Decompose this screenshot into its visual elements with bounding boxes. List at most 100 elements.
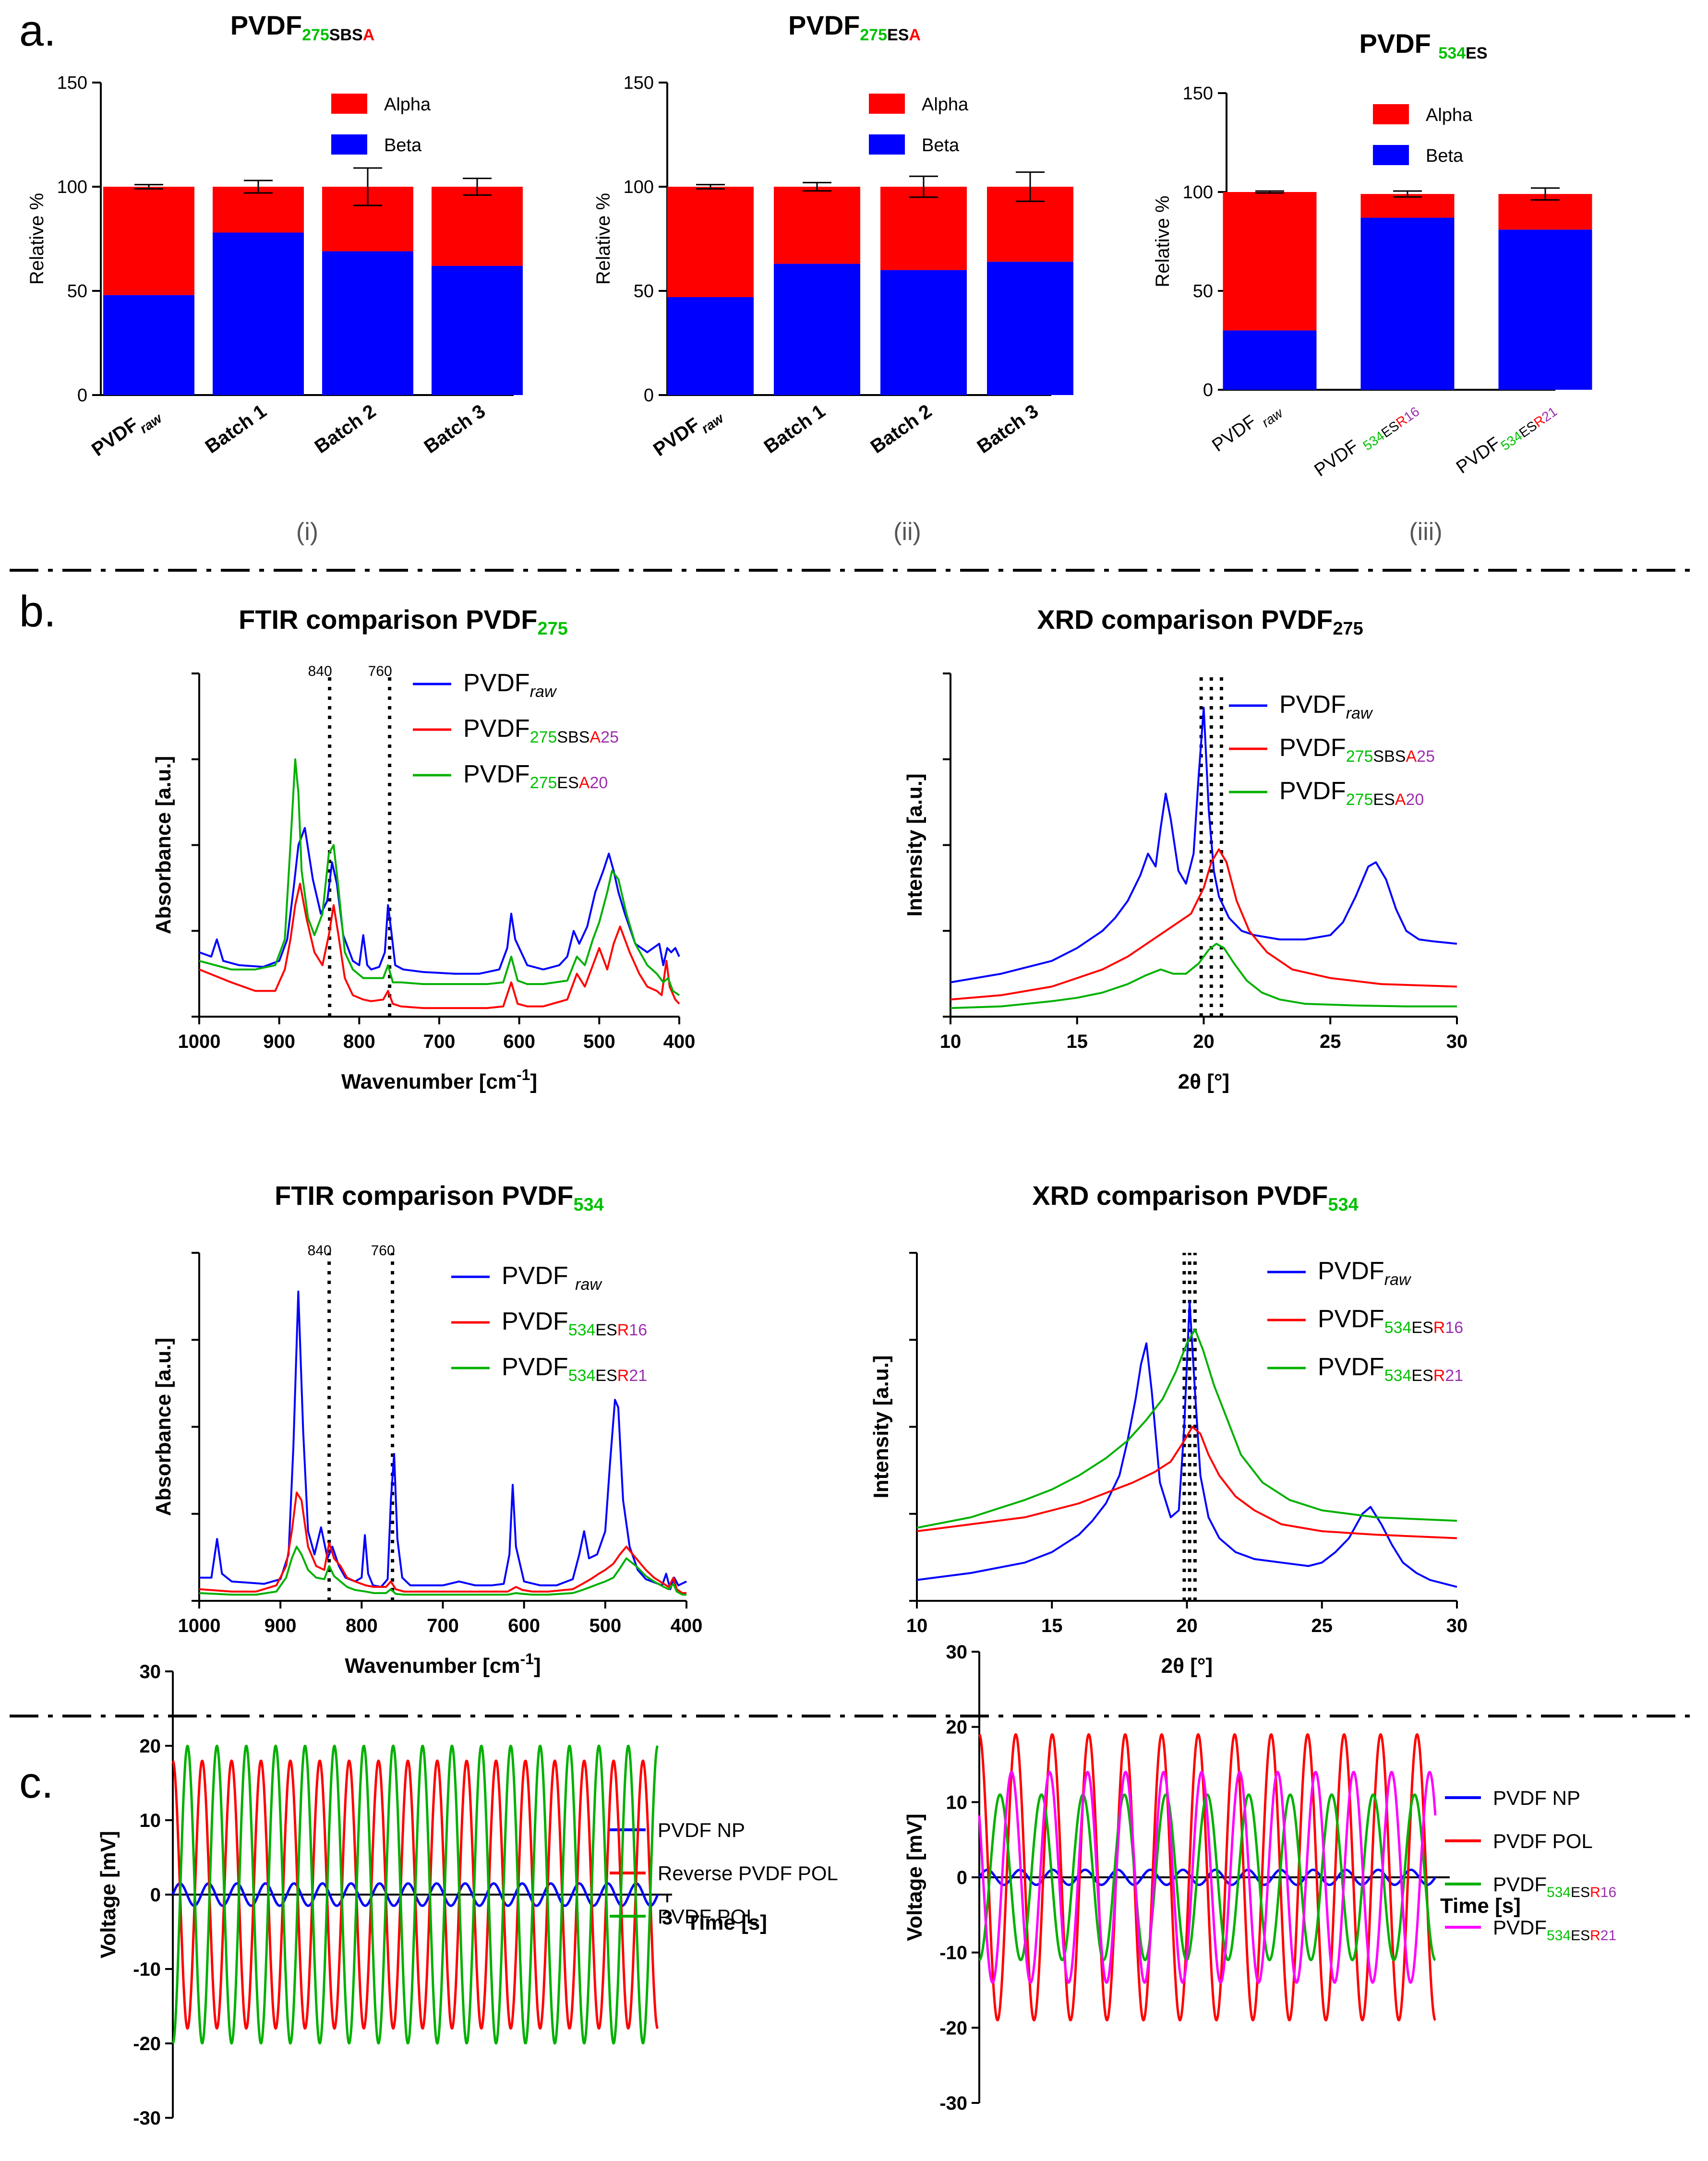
legend-label-main: PVDF xyxy=(502,1308,568,1335)
x-tick-label-main: Batch 3 xyxy=(974,400,1043,457)
x-tick-label-main: Batch 2 xyxy=(311,400,380,457)
y-axis-label: Relative % xyxy=(1152,195,1173,287)
panel-sublabel: (ii) xyxy=(893,518,921,546)
panel-sublabel: (i) xyxy=(296,518,318,546)
y-axis-label: Voltage [mV] xyxy=(903,1813,926,1941)
x-tick-label: 15 xyxy=(1041,1615,1063,1636)
y-axis-label: Intensity [a.u.] xyxy=(869,1355,893,1498)
legend-label-sub-3: 16 xyxy=(1445,1319,1463,1337)
legend-label-sub-0: raw xyxy=(575,1275,602,1294)
legend-label-sub-0: 534 xyxy=(1547,1885,1571,1900)
x-tick-label: 10 xyxy=(940,1031,962,1052)
chart-title-sub-2: A xyxy=(363,26,375,44)
legend-label-sub-3: 20 xyxy=(1406,791,1424,809)
x-tick-label: 900 xyxy=(263,1031,295,1052)
x-axis-label-end: ] xyxy=(534,1654,541,1678)
legend-label-sub-3: 25 xyxy=(601,728,619,746)
x-axis-label: Wavenumber [cm-1] xyxy=(345,1650,541,1678)
bar-alpha xyxy=(213,187,304,233)
legend-label: PVDFraw xyxy=(463,669,557,701)
x-tick-label: 700 xyxy=(423,1031,456,1052)
x-tick-label: 800 xyxy=(343,1031,375,1052)
y-tick-label: 0 xyxy=(77,385,87,406)
x-tick-label: PVDF 534ESR16 xyxy=(1311,396,1422,484)
x-tick-label: 700 xyxy=(427,1615,459,1636)
x-tick-label-sub: raw xyxy=(1259,405,1286,430)
y-tick-label: 20 xyxy=(140,1736,161,1757)
x-tick-label: 1000 xyxy=(178,1615,221,1636)
legend-label-sub-2: A xyxy=(579,774,590,792)
x-tick-label: 25 xyxy=(1320,1031,1341,1052)
legend-swatch xyxy=(1373,104,1409,124)
x-tick-label: Batch 1 xyxy=(760,400,830,457)
bar-beta xyxy=(432,265,523,395)
x-tick-label-main: PVDF xyxy=(1311,433,1366,481)
x-axis-label: Time [s] xyxy=(686,1911,767,1934)
legend-label-main: PVDF xyxy=(1318,1305,1384,1333)
legend-label-sub-1: ES xyxy=(1571,1885,1590,1900)
bar-beta xyxy=(987,262,1073,395)
y-axis-label: Intensity [a.u.] xyxy=(903,773,926,916)
legend-label: PVDF534ESR21 xyxy=(1318,1353,1463,1385)
chart-title: XRD comparison PVDF275 xyxy=(1037,604,1363,639)
x-tick-label: 600 xyxy=(503,1031,535,1052)
bar-beta xyxy=(774,264,860,395)
x-axis-label: Time [s] xyxy=(1440,1894,1521,1918)
x-axis-label-sup: -1 xyxy=(517,1066,530,1083)
x-tick-label: 900 xyxy=(265,1615,297,1636)
chart-title: FTIR comparison PVDF275 xyxy=(239,604,568,639)
y-tick-label: 0 xyxy=(957,1867,967,1888)
chart-title-sub-2: A xyxy=(909,26,921,44)
chart-title-sub-0: 275 xyxy=(537,619,567,639)
x-tick-label: Batch 1 xyxy=(202,400,271,457)
series-line-magenta xyxy=(978,1771,1437,1984)
x-axis-label-text: 2θ [°] xyxy=(1161,1654,1213,1678)
legend-label-sub-1: SBS xyxy=(1373,747,1406,766)
legend-label-main: PVDF xyxy=(463,760,530,788)
x-tick-label: 3 xyxy=(662,1908,673,1929)
legend-label-sub-3: 21 xyxy=(629,1367,647,1385)
x-tick-label: 20 xyxy=(1193,1031,1215,1052)
legend-label-sub-3: 21 xyxy=(1600,1928,1616,1944)
legend-label-main: PVDF xyxy=(463,669,530,697)
legend-label-sub-0: raw xyxy=(530,683,557,701)
legend-label: Alpha xyxy=(1426,105,1473,125)
legend-label: PVDF275ESA20 xyxy=(463,760,608,792)
legend-label-main: PVDF xyxy=(502,1262,575,1290)
x-axis-label-text: Wavenumber [cm xyxy=(345,1654,520,1678)
y-axis-label: Relative % xyxy=(26,193,48,285)
x-tick-label: 30 xyxy=(1446,1031,1468,1052)
y-tick-label: 100 xyxy=(624,177,654,197)
y-axis-label: Voltage [mV] xyxy=(96,1831,120,1958)
x-tick-label: 500 xyxy=(589,1615,621,1636)
legend-label: PVDF534ESR21 xyxy=(1493,1916,1616,1944)
y-tick-label: 10 xyxy=(946,1792,968,1813)
y-tick-label: 30 xyxy=(946,1642,968,1663)
chart-title-main: XRD comparison PVDF xyxy=(1032,1180,1328,1211)
legend-label: PVDF534ESR16 xyxy=(1318,1305,1463,1337)
legend-label-sub-0: raw xyxy=(1384,1271,1412,1289)
y-axis-label: Relative % xyxy=(593,193,614,285)
chart-title-sub-0: 275 xyxy=(860,26,887,44)
legend-label: PVDF275ESA20 xyxy=(1279,777,1424,809)
x-axis-label: 2θ [°] xyxy=(1178,1070,1229,1093)
series-line-red xyxy=(916,1426,1457,1539)
x-tick-label: PVDFraw xyxy=(650,400,727,465)
y-tick-label: 30 xyxy=(140,1661,161,1682)
legend-label-sub-3: 16 xyxy=(629,1321,647,1339)
legend-label-sub-2: R xyxy=(1433,1367,1445,1385)
x-tick-label: PVDF raw xyxy=(1208,396,1286,461)
chart-title-main: PVDF xyxy=(230,10,302,40)
bar-alpha xyxy=(667,187,754,298)
legend-label: Beta xyxy=(922,135,960,156)
y-tick-label: 0 xyxy=(644,385,654,406)
legend-swatch xyxy=(869,94,905,114)
y-tick-label: 50 xyxy=(634,281,654,301)
series-line-green xyxy=(199,1546,686,1596)
legend-label-main: PVDF xyxy=(1318,1257,1384,1285)
legend-label: PVDFraw xyxy=(1279,691,1373,722)
